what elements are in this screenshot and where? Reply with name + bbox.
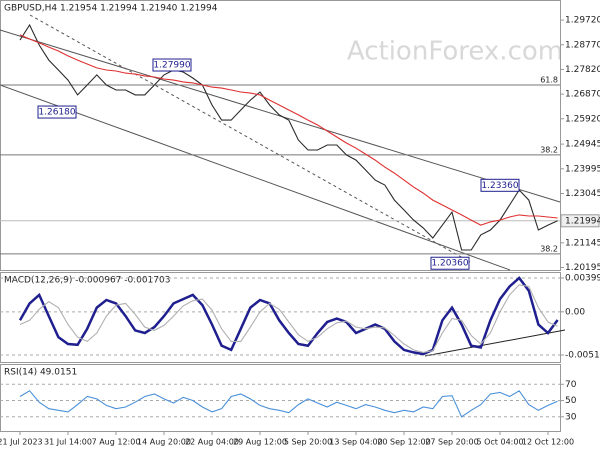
last-price-box	[560, 214, 600, 228]
price-label: 1.26180	[38, 108, 75, 118]
channel-line	[0, 84, 511, 271]
level-label: 38.2	[540, 145, 558, 154]
y-tick-label: 1.24945	[565, 140, 600, 150]
y-tick-label: 1.23045	[565, 189, 600, 199]
rsi-panel	[0, 364, 561, 432]
y-tick-label: 1.21145	[565, 238, 600, 248]
x-tick-label: 12 Oct 12:00	[522, 438, 574, 447]
price-label: 1.20360	[431, 259, 468, 269]
macd-title: MACD(12,26,9) -0.000967 -0.001703	[4, 276, 170, 286]
x-tick-label: 27 Sep 20:00	[425, 438, 478, 447]
price-panel	[0, 0, 561, 271]
series-line	[19, 390, 558, 418]
y-tick-label: -0.005103	[565, 351, 600, 361]
channel-line	[0, 29, 561, 203]
y-tick-label: 1.25920	[565, 114, 600, 124]
price-label: 1.27990	[153, 61, 190, 71]
y-tick-label: 0.003999	[565, 273, 600, 283]
x-tick-label: 22 Aug 04:00	[185, 438, 239, 447]
x-tick-label: 20 Sep 12:00	[377, 438, 430, 447]
price-label: 1.23360	[481, 181, 518, 191]
macd-panel	[0, 272, 561, 363]
series-line	[19, 23, 558, 251]
x-tick-label: 5 Sep 20:00	[284, 438, 332, 447]
macd-trend-line	[424, 329, 566, 357]
series-line	[19, 34, 558, 226]
y-tick-label: 1.27820	[565, 65, 600, 75]
x-tick-label: 5 Oct 04:00	[476, 438, 523, 447]
y-tick-label: 1.29720	[565, 16, 600, 26]
series-line	[18, 276, 559, 356]
x-tick-label: 14 Aug 20:00	[137, 438, 191, 447]
price-label-box	[430, 256, 470, 270]
rsi-title: RSI(14) 49.0151	[4, 368, 77, 378]
y-tick-label: 70	[565, 380, 577, 390]
chart-title: GBPUSD,H4 1.21954 1.21994 1.21940 1.2199…	[4, 4, 218, 14]
y-tick-label: 30	[565, 412, 577, 422]
x-tick-label: 31 Jul 14:00	[44, 438, 92, 447]
price-label-box	[480, 178, 520, 192]
x-tick-label: 29 Aug 12:00	[233, 438, 287, 447]
y-tick-label: 0.00	[565, 307, 585, 317]
x-tick-label: 7 Aug 12:00	[92, 438, 141, 447]
x-tick-label: 21 Jul 2023	[0, 438, 43, 447]
y-tick-label: 1.23995	[565, 164, 600, 174]
level-label: 61.8	[540, 76, 558, 85]
level-label: 38.2	[540, 244, 558, 253]
last-price-label: 1.21994	[565, 216, 600, 226]
x-tick-label: 13 Sep 04:00	[329, 438, 382, 447]
price-label-box	[37, 105, 77, 119]
y-tick-label: 1.26870	[565, 90, 600, 100]
y-tick-label: 1.28770	[565, 40, 600, 50]
price-label-box	[152, 58, 192, 72]
y-tick-label: 50	[565, 396, 577, 406]
y-tick-label: 1.20195	[565, 263, 600, 273]
watermark: ActionForex.com	[347, 37, 563, 67]
series-line	[19, 284, 558, 353]
